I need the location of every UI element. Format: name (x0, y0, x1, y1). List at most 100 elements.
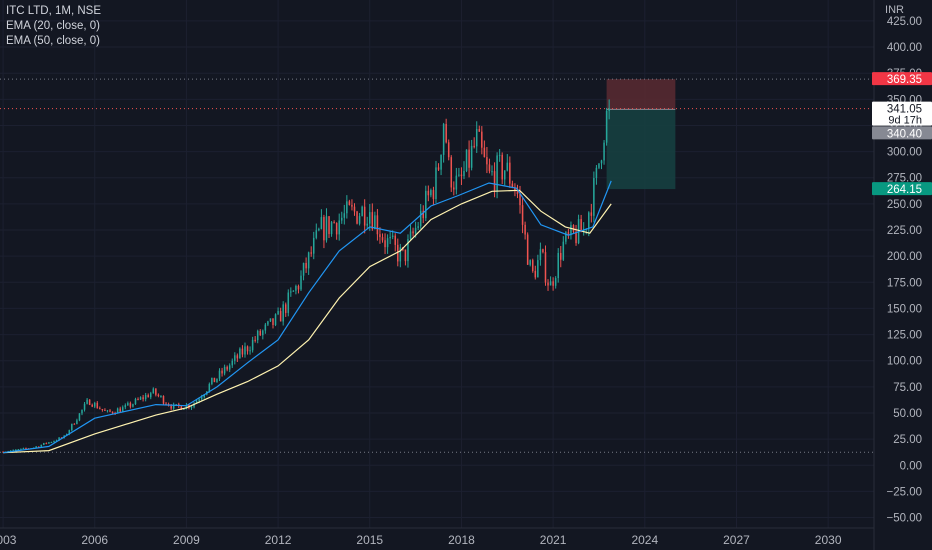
candle-body (526, 234, 529, 265)
candle-body (86, 399, 88, 404)
candle-body (593, 177, 595, 216)
candle-body (22, 448, 25, 450)
price-tick-label: 100.00 (887, 356, 922, 368)
ema50-line (3, 189, 612, 454)
candle-body (157, 394, 160, 397)
candle-body (208, 384, 211, 392)
price-label-box (872, 182, 932, 196)
candle-body (450, 157, 453, 188)
candle-body (531, 260, 534, 271)
candle-body (165, 403, 167, 405)
candle-body (203, 394, 206, 398)
candle-body (369, 212, 371, 224)
candle-body (262, 330, 264, 336)
countdown-label: 9d 17h (888, 115, 922, 127)
price-tick-label: 300.00 (887, 147, 922, 159)
candle-body (25, 448, 27, 450)
candle-body (305, 262, 307, 269)
time-tick-label: 2003 (0, 533, 17, 547)
candle-body (162, 395, 165, 404)
time-tick-label: 2018 (448, 533, 475, 547)
candle-body (488, 164, 491, 172)
candle-body (249, 350, 251, 352)
candle-body (366, 223, 368, 226)
candles (2, 99, 610, 453)
candle-body (509, 162, 511, 184)
candle-body (180, 406, 183, 410)
candle-body (68, 430, 71, 435)
price-tick-label: 25.00 (893, 434, 922, 446)
candle-body (475, 129, 478, 147)
candle-body (567, 232, 570, 236)
candle-body (379, 234, 381, 238)
candle-body (183, 408, 185, 410)
candle-body (216, 378, 218, 383)
candle-body (111, 411, 114, 414)
candle-body (269, 318, 272, 322)
candle-body (603, 142, 605, 161)
candle-body (417, 226, 419, 228)
candle-body (137, 399, 139, 401)
symbol-label[interactable]: ITC LTD, 1M, NSE (6, 5, 101, 17)
price-label-box (872, 101, 932, 126)
candle-body (506, 162, 509, 171)
price-axis[interactable]: −50.00 −25.00 0.00 25.00 50.00 75.00 100.00 125… (873, 0, 922, 550)
candle-body (264, 324, 267, 331)
candle-body (58, 437, 60, 441)
time-axis[interactable]: 2003 2006 2009 2012 2015 2018 2021 2024 2027 2030 (0, 527, 874, 547)
price-tick-label: 250.00 (887, 199, 922, 211)
ema50-legend[interactable]: EMA (50, close, 0) (6, 35, 100, 47)
candle-body (109, 410, 111, 412)
price-tick-label: 175.00 (887, 277, 922, 289)
candle-body (338, 220, 340, 235)
candle-body (170, 405, 172, 409)
price-tick-label: 200.00 (887, 251, 922, 263)
time-tick-label: 2006 (81, 533, 108, 547)
candle-body (340, 217, 343, 221)
candle-body (116, 408, 119, 414)
time-tick-label: 2027 (723, 533, 750, 547)
candle-body (73, 423, 76, 425)
candle-body (409, 231, 412, 240)
candle-body (160, 395, 162, 397)
candle-body (325, 216, 328, 241)
candle-body (455, 175, 458, 190)
candle-body (144, 395, 147, 400)
candle-body (71, 423, 73, 431)
candle-body (284, 304, 287, 313)
candle-body (463, 171, 465, 177)
price-tick-label: 75.00 (893, 382, 922, 394)
candle-body (221, 370, 223, 374)
candle-body (562, 241, 565, 260)
price-tick-label: 425.00 (887, 16, 922, 28)
candle-body (432, 190, 435, 200)
candle-body (376, 215, 379, 235)
candle-body (81, 409, 83, 414)
candle-body (465, 149, 468, 172)
candle-body (211, 377, 213, 385)
candle-body (272, 318, 274, 325)
time-tick-label: 2015 (356, 533, 383, 547)
candle-body (149, 393, 152, 398)
time-tick-label: 2012 (265, 533, 292, 547)
candle-body (231, 360, 234, 366)
candle-body (185, 404, 188, 409)
candle-body (358, 216, 361, 224)
candle-body (234, 355, 236, 361)
candle-body (442, 124, 445, 155)
candle-body (55, 440, 58, 442)
candle-body (539, 249, 542, 261)
candle-body (333, 222, 335, 224)
position-tool[interactable] (606, 79, 676, 190)
price-label-box (872, 126, 932, 140)
candle-body (425, 190, 427, 219)
candle-body (544, 252, 547, 283)
ema20-legend[interactable]: EMA (20, close, 0) (6, 20, 100, 32)
candle-body (605, 110, 608, 143)
candle-body (124, 405, 127, 408)
candle-body (468, 149, 470, 168)
time-tick-label: 2030 (815, 533, 842, 547)
candle-body (537, 260, 539, 278)
candle-body (99, 408, 101, 410)
